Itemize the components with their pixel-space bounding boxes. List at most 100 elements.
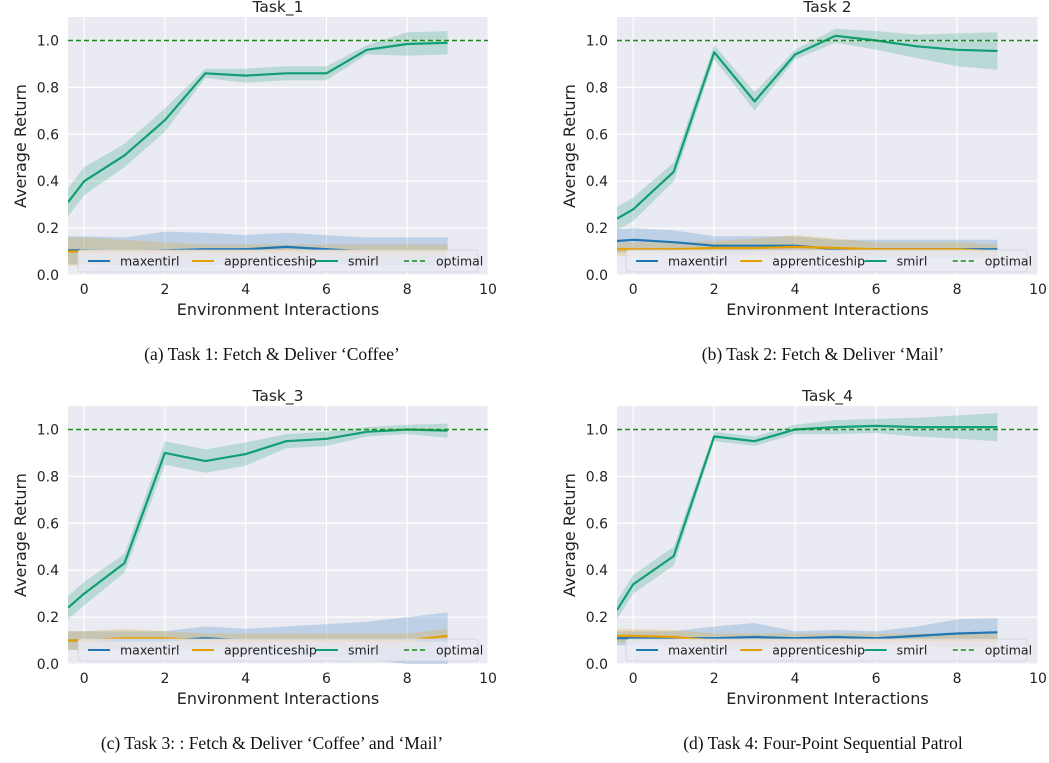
- x-tick-label: 0: [629, 671, 638, 687]
- y-tick-label: 0.2: [586, 610, 608, 626]
- y-tick-label: 0.8: [586, 80, 608, 96]
- x-tick-label: 10: [479, 282, 497, 298]
- figure-caption: (b) Task 2: Fetch & Deliver ‘Mail’: [702, 344, 944, 364]
- y-axis-label: Average Return: [560, 473, 579, 597]
- x-tick-label: 0: [629, 282, 638, 298]
- y-tick-label: 1.0: [586, 33, 608, 49]
- band-smirl: [68, 31, 448, 217]
- y-tick-label: 1.0: [586, 422, 608, 438]
- x-tick-label: 0: [80, 282, 89, 298]
- y-tick-label: 0.0: [37, 268, 59, 284]
- y-tick-label: 0.2: [37, 221, 59, 237]
- legend-label-optimal: optimal: [436, 643, 483, 658]
- x-axis-label: Environment Interactions: [726, 300, 928, 319]
- chart-panel-task-3: Task_3 0.0 0.2 0.4 0.6 0.8 1.0 0 2 4 6 8 10 Environme…: [11, 387, 497, 753]
- x-tick-label: 8: [953, 671, 962, 687]
- y-tick-label: 1.0: [37, 33, 59, 49]
- x-tick-label: 6: [322, 671, 331, 687]
- chart-title: Task_1: [251, 0, 303, 17]
- legend-label-apprenticeship: apprenticeship: [772, 254, 865, 269]
- x-axis-label: Environment Interactions: [177, 300, 379, 319]
- x-tick-label: 8: [953, 282, 962, 298]
- plot-area: [68, 406, 488, 664]
- y-tick-label: 0.0: [37, 657, 59, 673]
- x-tick-label: 6: [322, 282, 331, 298]
- y-axis-label: Average Return: [11, 84, 30, 208]
- x-tick-label: 4: [241, 671, 250, 687]
- y-tick-label: 0.6: [37, 516, 59, 532]
- x-tick-label: 2: [710, 671, 719, 687]
- legend-box: [625, 249, 1028, 273]
- chart-panel-task-1: Task_1 0.0 0.2 0.4 0.6 0.8 1.0 0 2 4 6 8 10 Environme…: [11, 0, 497, 364]
- y-tick-label: 0.6: [586, 516, 608, 532]
- y-tick-label: 0.8: [37, 80, 59, 96]
- y-axis-label: Average Return: [560, 84, 579, 208]
- y-tick-label: 0.0: [586, 657, 608, 673]
- y-tick-label: 0.6: [586, 127, 608, 143]
- chart-title: Task_3: [251, 387, 303, 406]
- x-axis-label: Environment Interactions: [177, 689, 379, 708]
- legend-label-apprenticeship: apprenticeship: [772, 643, 865, 658]
- legend-label-smirl: smirl: [348, 254, 379, 269]
- y-tick-label: 0.2: [37, 610, 59, 626]
- series-line-maxentirl: [617, 631, 998, 640]
- legend-label-smirl: smirl: [897, 643, 928, 658]
- x-tick-label: 4: [791, 671, 800, 687]
- x-tick-label: 6: [872, 282, 881, 298]
- series-line-smirl: [617, 34, 998, 220]
- y-tick-label: 0.8: [37, 469, 59, 485]
- x-tick-label: 2: [160, 282, 169, 298]
- legend-label-maxentirl: maxentirl: [668, 254, 727, 269]
- legend-box: [625, 638, 1028, 662]
- chart-title: Task 2: [802, 0, 851, 16]
- x-tick-label: 8: [403, 671, 412, 687]
- legend-label-smirl: smirl: [348, 643, 379, 658]
- plot-area: [617, 406, 1038, 664]
- x-tick-label: 10: [1029, 671, 1047, 687]
- series-line-smirl: [68, 41, 448, 203]
- legend-label-optimal: optimal: [985, 254, 1032, 269]
- figure-caption: (c) Task 3: : Fetch & Deliver ‘Coffee’ a…: [101, 733, 443, 753]
- chart-panel-task-2: Task 2 0.0 0.2 0.4 0.6 0.8 1.0 0 2 4 6 8 10 Environme…: [560, 0, 1047, 364]
- x-tick-label: 4: [241, 282, 250, 298]
- legend-box: [77, 638, 479, 662]
- legend-label-apprenticeship: apprenticeship: [224, 643, 317, 658]
- figure-caption: (a) Task 1: Fetch & Deliver ‘Coffee’: [144, 344, 400, 364]
- series-line-smirl: [68, 428, 448, 609]
- y-tick-label: 0.0: [586, 268, 608, 284]
- x-tick-label: 4: [791, 282, 800, 298]
- y-axis-label: Average Return: [11, 473, 30, 597]
- y-tick-label: 1.0: [37, 422, 59, 438]
- band-smirl: [617, 413, 998, 620]
- y-tick-label: 0.4: [586, 174, 608, 190]
- x-tick-label: 10: [1029, 282, 1047, 298]
- legend-label-maxentirl: maxentirl: [120, 643, 179, 658]
- y-tick-label: 0.8: [586, 469, 608, 485]
- y-tick-label: 0.4: [37, 174, 59, 190]
- x-tick-label: 8: [403, 282, 412, 298]
- legend-label-optimal: optimal: [436, 254, 483, 269]
- y-tick-label: 0.2: [586, 221, 608, 237]
- y-tick-label: 0.6: [37, 127, 59, 143]
- x-tick-label: 2: [160, 671, 169, 687]
- y-tick-label: 0.4: [37, 563, 59, 579]
- x-tick-label: 0: [80, 671, 89, 687]
- x-axis-label: Environment Interactions: [726, 689, 928, 708]
- y-tick-label: 0.4: [586, 563, 608, 579]
- plot-area: [68, 17, 488, 275]
- legend-label-optimal: optimal: [985, 643, 1032, 658]
- legend-box: [77, 249, 479, 273]
- x-tick-label: 2: [710, 282, 719, 298]
- series-line-apprenticeship: [617, 245, 998, 253]
- figure-caption: (d) Task 4: Four-Point Sequential Patrol: [683, 733, 963, 753]
- chart-title: Task_4: [801, 387, 853, 406]
- legend-label-smirl: smirl: [897, 254, 928, 269]
- x-tick-label: 6: [872, 671, 881, 687]
- legend-label-maxentirl: maxentirl: [668, 643, 727, 658]
- x-tick-label: 10: [479, 671, 497, 687]
- legend-label-maxentirl: maxentirl: [120, 254, 179, 269]
- chart-panel-task-4: Task_4 0.0 0.2 0.4 0.6 0.8 1.0 0 2 4 6 8 10 Environme…: [560, 387, 1047, 753]
- legend-label-apprenticeship: apprenticeship: [224, 254, 317, 269]
- plot-area: [617, 17, 1038, 275]
